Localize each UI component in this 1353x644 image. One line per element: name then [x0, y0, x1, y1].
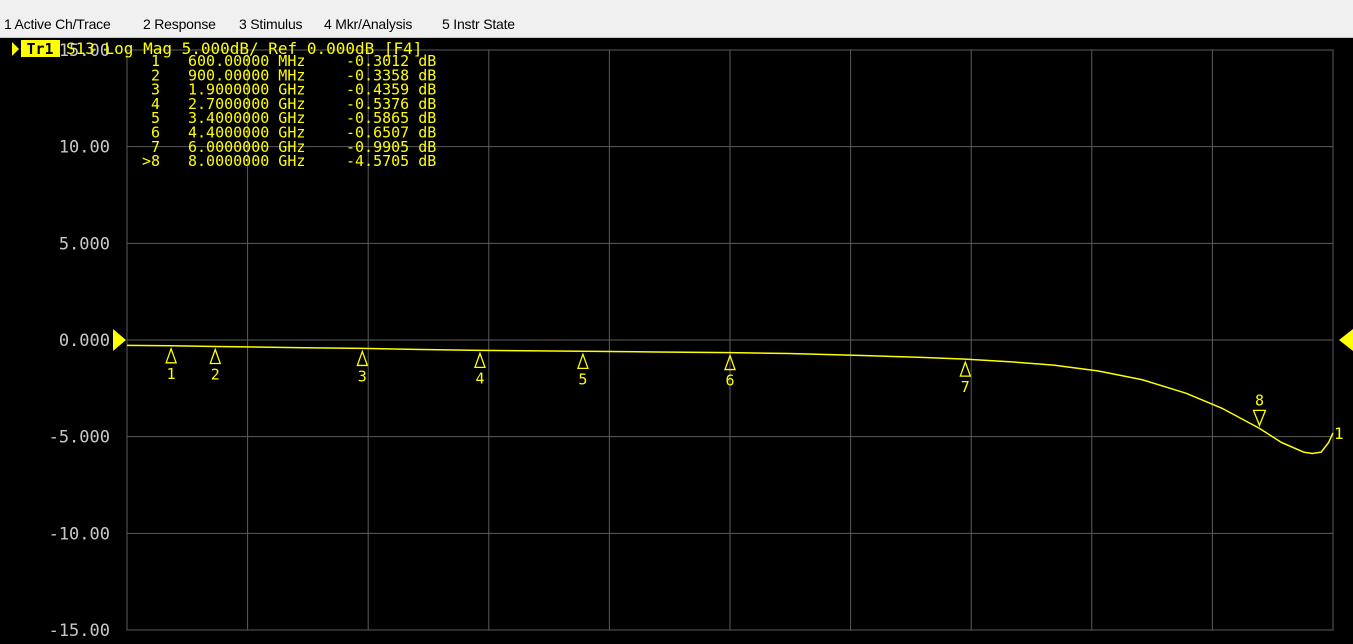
trace-description: S13 Log Mag 5.000dB/ Ref 0.000dB [F4]: [66, 39, 422, 58]
analyzer-display: 15.00 10.00 5.000 0.000 -5.000 -10.00 -15.00 T…: [0, 39, 1353, 644]
readout-marker-id: >8: [142, 152, 160, 170]
marker-triangle-icon: [165, 346, 178, 364]
marker-triangle-icon: [1252, 409, 1267, 428]
readout-frequency: 600.00000 MHz: [188, 52, 305, 70]
readout-value: -4.5705 dB: [346, 152, 436, 170]
markers: 1 2 3 4 5 6 7 8: [165, 346, 1267, 428]
marker-label: 5: [578, 370, 587, 388]
trace-end-label: 1: [1334, 424, 1344, 443]
menu-stimulus[interactable]: 3 Stimulus: [239, 16, 303, 32]
active-trace-icon: [12, 42, 19, 56]
readout-frequency: 4.4000000 GHz: [188, 124, 305, 142]
marker-triangle-icon: [959, 360, 972, 377]
menu-response[interactable]: 2 Response: [143, 16, 216, 32]
menu-bar: 1 Active Ch/Trace 2 Response 3 Stimulus …: [0, 0, 1353, 38]
readout-frequency: 6.0000000 GHz: [188, 138, 305, 156]
menu-instr-state[interactable]: 5 Instr State: [442, 16, 515, 32]
marker-label: 1: [167, 365, 176, 383]
readout-marker-id: 7: [151, 138, 160, 156]
y-tick-label: 5.000: [59, 234, 110, 254]
marker-triangle-icon: [474, 351, 486, 369]
y-tick-label: 15.00: [59, 41, 110, 61]
marker-label: 8: [1255, 391, 1264, 409]
marker-label: 3: [358, 367, 367, 385]
trace-plot: 15.00 10.00 5.000 0.000 -5.000 -10.00 -15.00 T…: [12, 39, 1353, 641]
y-tick-label: -15.00: [49, 621, 110, 641]
trace-line: [126, 344, 1334, 455]
y-tick-label: 0.000: [59, 331, 110, 351]
marker-triangle-icon: [209, 347, 222, 365]
y-tick-label: 10.00: [59, 138, 110, 158]
readout-value: -0.4359 dB: [346, 81, 436, 99]
readout-marker-id: 3: [151, 81, 160, 99]
readout-value: -0.3358 dB: [346, 66, 436, 84]
y-tick-label: -10.00: [49, 524, 110, 544]
marker-label: 2: [211, 365, 220, 383]
readout-marker-id: 6: [151, 124, 160, 142]
readout-frequency: 2.7000000 GHz: [188, 95, 305, 113]
readout-frequency: 1.9000000 GHz: [188, 81, 305, 99]
readout-value: -0.5376 dB: [346, 95, 436, 113]
readout-value: -0.3012 dB: [346, 52, 436, 70]
marker-label: 4: [475, 369, 484, 387]
menu-mkr-analysis[interactable]: 4 Mkr/Analysis: [324, 16, 413, 32]
plot-grid: [126, 49, 1334, 631]
readout-marker-id: 4: [151, 95, 160, 113]
y-tick-label: -5.000: [49, 428, 110, 448]
readout-value: -0.5865 dB: [346, 109, 436, 127]
marker-label: 6: [725, 372, 734, 390]
reference-level-left-icon: [113, 329, 126, 351]
readout-frequency: 3.4000000 GHz: [188, 109, 305, 127]
marker-label: 7: [961, 378, 970, 396]
reference-level-right-icon: [1339, 329, 1353, 351]
readout-value: -0.9905 dB: [346, 138, 436, 156]
readout-marker-id: 5: [151, 109, 160, 127]
trace: 1: [126, 344, 1344, 455]
readout-frequency: 8.0000000 GHz: [188, 152, 305, 170]
marker-triangle-icon: [577, 352, 589, 369]
readout-value: -0.6507 dB: [346, 124, 436, 142]
marker-triangle-icon: [356, 349, 369, 367]
trace-badge-bg: [21, 40, 60, 57]
readout-frequency: 900.00000 MHz: [188, 66, 305, 84]
trace-badge: Tr1: [26, 40, 53, 58]
marker-readout-table: 1 600.00000 MHz -0.3012 dB 2 900.00000 MHz -0…: [142, 52, 436, 170]
marker-triangle-icon: [724, 353, 736, 371]
readout-marker-id: 2: [151, 66, 160, 84]
y-axis: 15.00 10.00 5.000 0.000 -5.000 -10.00 -15.00: [49, 41, 1353, 641]
trace-header: Tr1 S13 Log Mag 5.000dB/ Ref 0.000dB [F4]: [12, 39, 422, 58]
menu-active-ch-trace[interactable]: 1 Active Ch/Trace: [4, 16, 111, 32]
readout-marker-id: 1: [151, 52, 160, 70]
